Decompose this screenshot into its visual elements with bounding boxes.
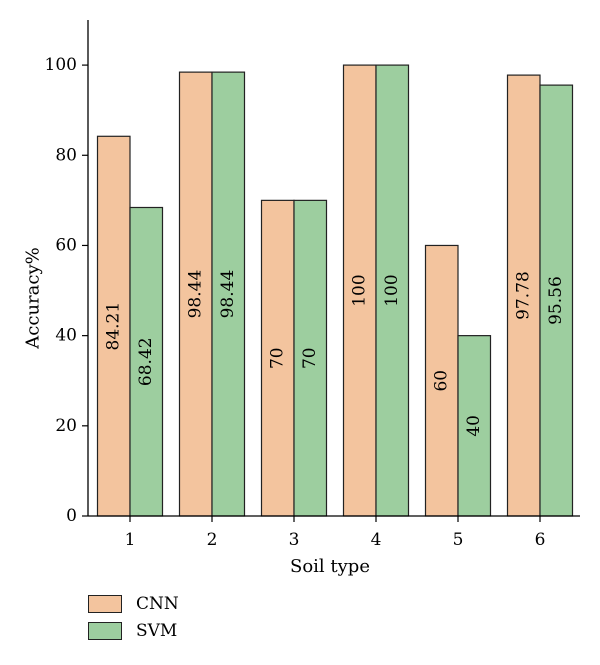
legend-item-cnn: CNN (88, 593, 179, 615)
x-tick-label-5: 5 (453, 530, 464, 550)
value-label-cnn-1: 84.21 (104, 302, 124, 351)
legend: CNN SVM (88, 593, 179, 647)
value-label-svm-5: 40 (464, 415, 484, 437)
y-tick-label-0: 0 (66, 506, 77, 526)
legend-label-cnn: CNN (136, 594, 179, 614)
value-label-svm-3: 70 (300, 347, 320, 369)
y-tick-label-80: 80 (55, 145, 77, 165)
value-label-svm-6: 95.56 (546, 276, 566, 325)
legend-swatch-svm (88, 622, 122, 640)
bar-svm-2 (211, 71, 246, 517)
bar-svm-4 (375, 64, 410, 517)
bar-svm-6 (539, 84, 574, 517)
value-label-svm-4: 100 (382, 274, 402, 306)
x-tick-label-4: 4 (371, 530, 382, 550)
bar-cnn-1 (96, 135, 131, 517)
x-tick-label-2: 2 (207, 530, 218, 550)
y-tick-label-100: 100 (45, 55, 77, 75)
x-tick-label-1: 1 (125, 530, 136, 550)
x-tick-label-3: 3 (289, 530, 300, 550)
legend-item-svm: SVM (88, 620, 179, 642)
y-axis-label: Accuracy% (23, 247, 44, 349)
value-labels-group: 84.21 68.42 98.44 98.44 70 70 100 100 60 40 97.78 9… (104, 270, 567, 437)
x-axis-label: Soil type (290, 556, 370, 577)
legend-swatch-cnn (88, 595, 122, 613)
value-label-cnn-3: 70 (268, 347, 288, 369)
x-tick-label-6: 6 (535, 530, 546, 550)
bar-cnn-2 (178, 71, 213, 517)
bar-svm-5 (457, 335, 492, 517)
y-tick-label-20: 20 (55, 416, 77, 436)
value-label-svm-2: 98.44 (218, 270, 238, 319)
bar-svm-3 (293, 199, 328, 517)
value-label-cnn-4: 100 (350, 274, 370, 306)
legend-label-svm: SVM (136, 621, 178, 641)
value-label-cnn-5: 60 (432, 370, 452, 392)
value-label-svm-1: 68.42 (136, 337, 156, 386)
y-tick-label-40: 40 (55, 326, 77, 346)
y-tick-label-60: 60 (55, 235, 77, 255)
value-label-cnn-2: 98.44 (186, 270, 206, 319)
bar-svm-1 (129, 206, 164, 517)
bars-group (96, 64, 574, 517)
value-label-cnn-6: 97.78 (514, 271, 534, 320)
